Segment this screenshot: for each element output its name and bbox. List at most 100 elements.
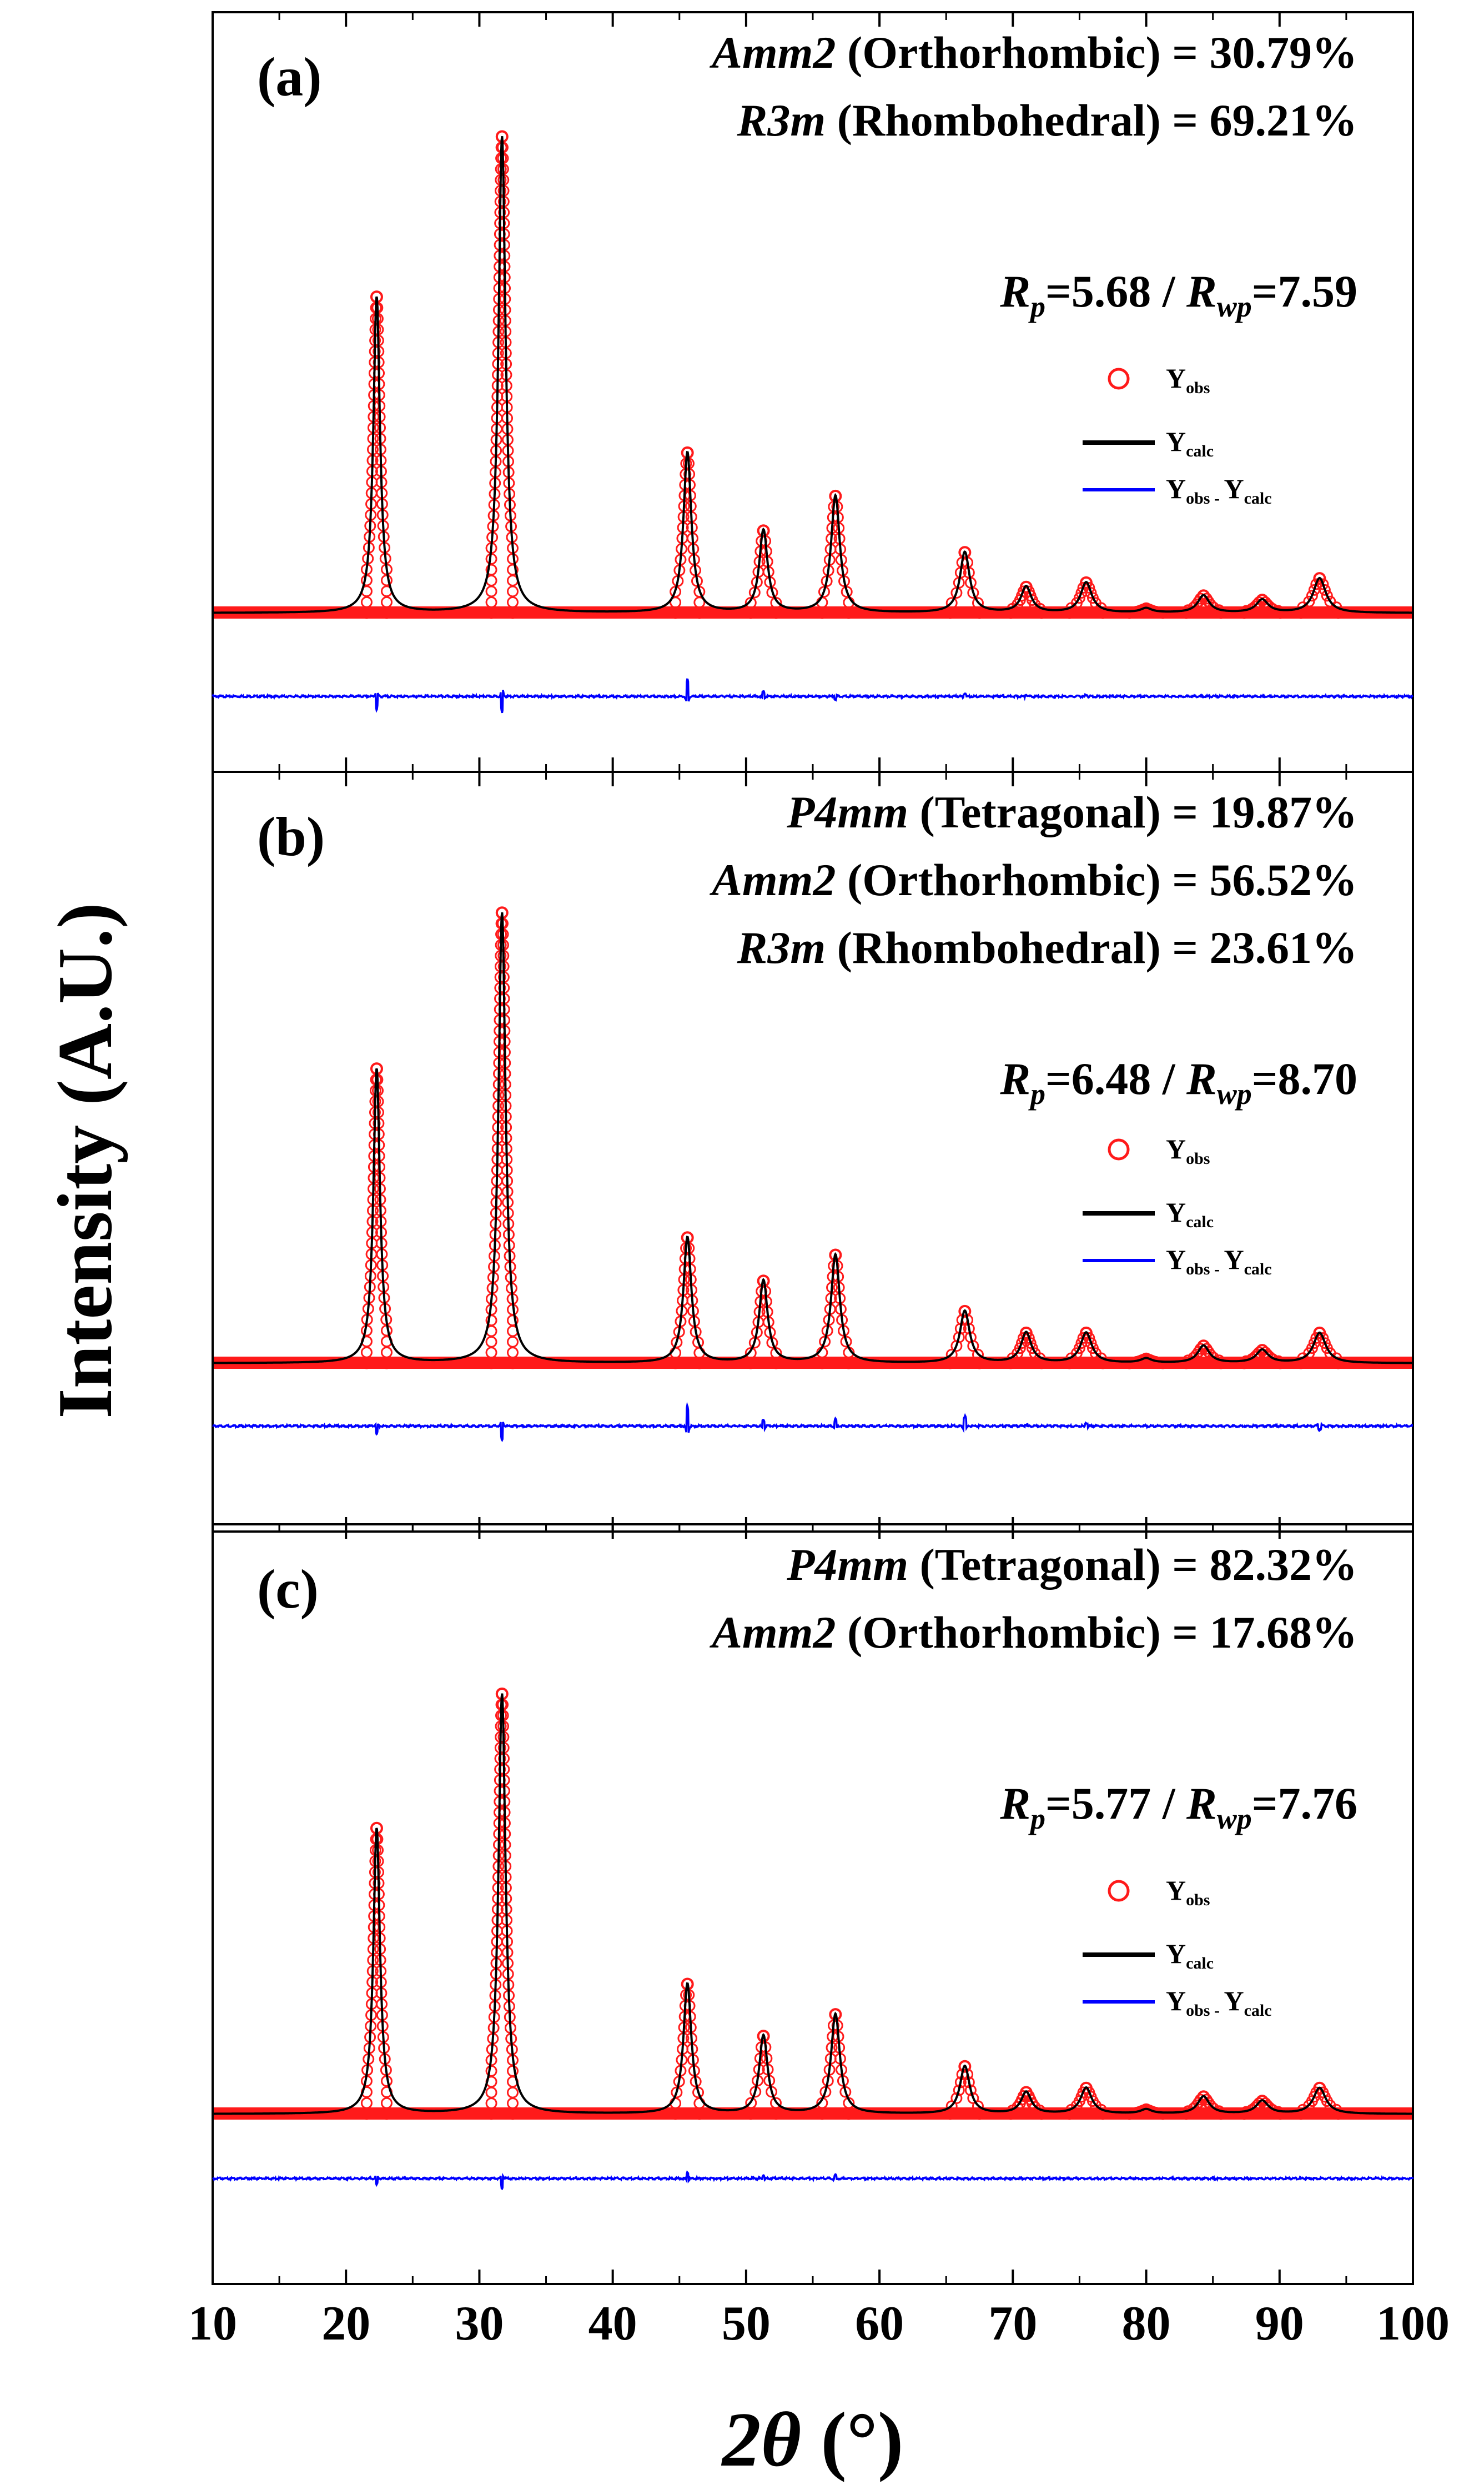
- observed-point: [1200, 2094, 1213, 2106]
- observed-point: [1319, 1337, 1331, 1349]
- panel-b: (b) P4mm (Tetragonal) = 19.87% Amm2 (Ortho…: [212, 771, 1414, 1533]
- space-group: P4mm: [786, 787, 908, 837]
- observed-peak-point: [1197, 1339, 1210, 1353]
- observed-point: [1086, 592, 1099, 604]
- observed-peak-point: [958, 1304, 972, 1318]
- observed-point: [485, 2086, 497, 2099]
- phase-system: (Orthorhombic) = 56.52%: [836, 855, 1357, 905]
- observed-point: [1194, 593, 1206, 605]
- x-tick-label: 100: [1376, 2297, 1450, 2351]
- observed-point: [1303, 595, 1315, 608]
- observed-point: [360, 2108, 373, 2120]
- observed-peak-point: [1079, 1326, 1093, 1339]
- legend-observed-marker: [1108, 1880, 1130, 1902]
- difference-series: [212, 1402, 1413, 1443]
- observed-point: [1204, 598, 1216, 610]
- observed-series: [214, 130, 1412, 619]
- observed-peak-point: [1313, 1326, 1326, 1339]
- space-group: Amm2: [709, 855, 836, 905]
- observed-point: [380, 1357, 393, 1369]
- legend: Yobs Ycalc Yobs - Ycalc: [1083, 363, 1272, 508]
- observed-point: [507, 1336, 519, 1348]
- phase-fraction: Amm2 (Orthorhombic) = 56.52%: [709, 855, 1357, 905]
- y-axis-title: Intensity (A.U.): [42, 902, 128, 1418]
- difference-series: [212, 678, 1413, 714]
- space-group: R3m: [737, 95, 826, 145]
- legend-observed-label: Yobs: [1166, 363, 1210, 397]
- r-factors: Rp=5.68 / Rwp=7.59: [999, 266, 1357, 323]
- observed-peak-point: [757, 2030, 770, 2043]
- observed-peak-point: [757, 1274, 770, 1288]
- legend-difference-label: Yobs - Ycalc: [1166, 1244, 1272, 1278]
- observed-point: [744, 1347, 757, 1359]
- legend-difference-label: Yobs - Ycalc: [1166, 1985, 1272, 2020]
- observed-series: [214, 906, 1412, 1369]
- observed-point: [380, 607, 393, 619]
- legend: Yobs Ycalc Yobs - Ycalc: [1083, 1875, 1272, 2020]
- observed-point: [840, 1336, 852, 1348]
- observed-point: [816, 2108, 828, 2120]
- observed-point: [1321, 590, 1333, 602]
- observed-point: [769, 2097, 782, 2109]
- calculated-series: [213, 912, 1413, 1364]
- difference-series: [212, 2170, 1414, 2191]
- observed-point: [1073, 1342, 1085, 1354]
- observed-point: [360, 607, 373, 619]
- observed-peak-point: [757, 524, 770, 538]
- observed-point: [818, 586, 830, 598]
- phase-fraction: R3m (Rhombohedral) = 69.21%: [737, 95, 1357, 145]
- legend-calculated-label: Ycalc: [1166, 1197, 1214, 1231]
- observed-peak-point: [1313, 2081, 1326, 2095]
- panel-label: (c): [257, 1558, 319, 1620]
- observed-peak-point: [1019, 580, 1033, 594]
- observed-peak-point: [1313, 572, 1326, 585]
- observed-baseline-band: [214, 1357, 1412, 1369]
- observed-point: [944, 1357, 956, 1369]
- observed-point: [770, 596, 782, 609]
- observed-point: [507, 1347, 519, 1359]
- observed-peak-point: [1019, 1326, 1033, 1339]
- observed-point: [973, 1357, 985, 1369]
- observed-point: [360, 596, 373, 608]
- r-factors: Rp=6.48 / Rwp=8.70: [999, 1053, 1357, 1111]
- legend-observed-marker: [1108, 1138, 1130, 1161]
- observed-baseline-band: [214, 2107, 1412, 2120]
- x-tick-label: 10: [188, 2297, 237, 2351]
- phase-system: (Rhombohedral) = 69.21%: [826, 95, 1357, 145]
- panel-label: (a): [257, 46, 322, 108]
- observed-point: [744, 596, 757, 609]
- calculated-series: [213, 1693, 1413, 2115]
- observed-point: [507, 2086, 519, 2099]
- r-factors: Rp=5.77 / Rwp=7.76: [999, 1778, 1357, 1835]
- observed-point: [944, 2108, 956, 2120]
- observed-point: [507, 596, 519, 608]
- observed-point: [1190, 2099, 1203, 2111]
- observed-point: [485, 596, 497, 608]
- observed-point: [1194, 1343, 1206, 1355]
- observed-point: [1073, 592, 1085, 604]
- panel-c: (c) P4mm (Tetragonal) = 82.32% Amm2 (Ortho…: [212, 1523, 1414, 2285]
- legend-difference-label: Yobs - Ycalc: [1166, 473, 1272, 508]
- observed-point: [485, 585, 497, 598]
- observed-point: [671, 1336, 683, 1348]
- observed-point: [744, 2108, 757, 2120]
- phase-fraction: Amm2 (Orthorhombic) = 17.68%: [709, 1607, 1357, 1658]
- x-tick-label: 30: [455, 2297, 504, 2351]
- observed-point: [770, 1347, 782, 1359]
- observed-point: [507, 585, 519, 598]
- observed-point: [1026, 1342, 1038, 1354]
- observed-peak-point: [1197, 589, 1210, 603]
- legend-observed-marker: [1108, 368, 1130, 390]
- observed-point: [972, 597, 984, 609]
- observed-point: [1319, 584, 1331, 596]
- observed-point: [1297, 601, 1309, 614]
- observed-point: [1330, 601, 1342, 614]
- observed-point: [950, 2092, 963, 2104]
- observed-point: [360, 1346, 373, 1358]
- observed-point: [380, 1346, 393, 1358]
- x-tick-label: 20: [321, 2297, 370, 2351]
- observed-point: [1200, 593, 1213, 605]
- observed-peak-point: [1256, 594, 1269, 607]
- phase-fraction: Amm2 (Orthorhombic) = 30.79%: [709, 27, 1357, 78]
